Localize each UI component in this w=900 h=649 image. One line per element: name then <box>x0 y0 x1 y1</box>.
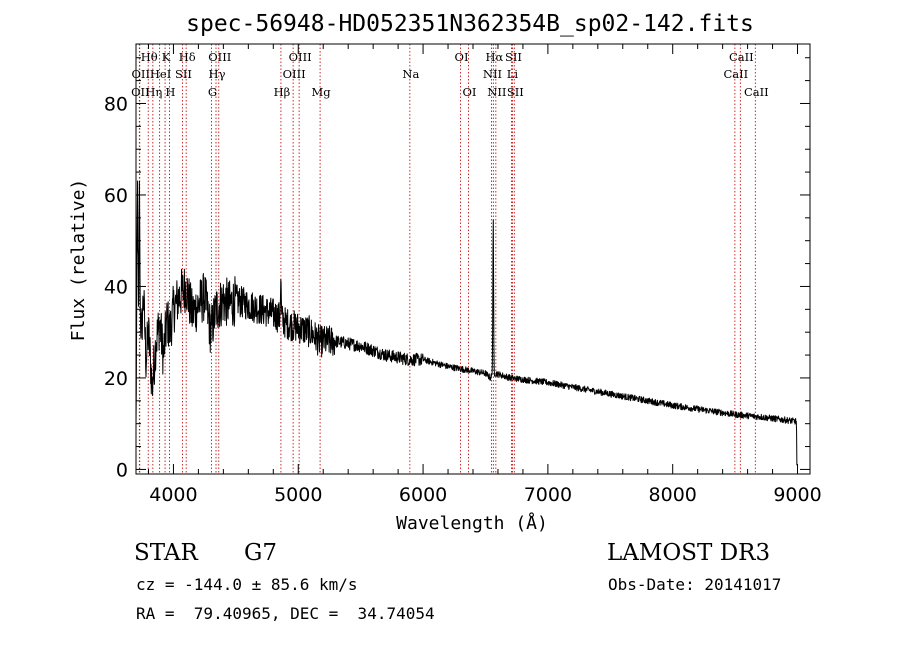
line-label-24: SII <box>507 85 524 99</box>
object-class: STAR <box>134 540 198 566</box>
line-label-15: Mg <box>312 85 332 99</box>
line-label-25: CaII <box>723 67 748 81</box>
line-label-19: NII <box>483 67 502 81</box>
line-label-27: CaII <box>744 85 769 99</box>
y-tick-label: 80 <box>104 93 128 115</box>
x-tick-label: 9000 <box>773 484 821 506</box>
y-axis-label: Flux (relative) <box>68 179 89 342</box>
line-label-11: OIII <box>208 50 231 64</box>
y-tick-label: 60 <box>104 185 128 207</box>
y-tick-label: 0 <box>116 459 128 481</box>
line-label-14: OIII <box>289 50 312 64</box>
line-label-9: G <box>208 85 217 99</box>
y-tick-label: 40 <box>104 276 128 298</box>
x-axis-label: Wavelength (Å) <box>396 512 548 534</box>
line-label-16: Na <box>402 67 419 81</box>
chart-title: spec-56948-HD052351N362354B_sp02-142.fit… <box>186 11 754 37</box>
redshift-value: cz = -144.0 ± 85.6 km/s <box>136 575 358 594</box>
line-label-1: OII <box>131 67 150 81</box>
line-label-17: OI <box>455 50 469 64</box>
line-label-26: CaII <box>729 50 754 64</box>
line-label-10: Hγ <box>209 67 226 81</box>
x-tick-label: 5000 <box>274 484 322 506</box>
line-label-2: Hθ <box>141 50 158 64</box>
x-tick-label: 7000 <box>524 484 572 506</box>
spectral-line-labels: OIIOIIHθHηHeIKHSIIHδGHγOIIIHβOIIIOIIIMgN… <box>131 50 769 99</box>
line-label-21: NII <box>487 85 506 99</box>
line-label-6: H <box>165 85 175 99</box>
line-label-8: Hδ <box>179 50 196 64</box>
line-label-22: Li <box>507 67 519 81</box>
spectrum-line <box>135 180 798 466</box>
line-label-23: SII <box>505 50 522 64</box>
x-tick-label: 6000 <box>399 484 447 506</box>
x-axis-ticks: 4000 5000 6000 7000 8000 9000 <box>147 44 822 506</box>
y-axis-ticks: 0 20 40 60 80 <box>104 57 810 481</box>
line-label-7: SII <box>175 67 192 81</box>
x-tick-label: 4000 <box>149 484 197 506</box>
x-tick-label: 8000 <box>649 484 697 506</box>
coordinates: RA = 79.40965, DEC = 34.74054 <box>136 604 435 623</box>
object-subclass: G7 <box>244 540 278 566</box>
line-label-12: Hβ <box>274 85 291 99</box>
plot-frame <box>135 43 811 475</box>
line-label-18: OI <box>463 85 477 99</box>
line-label-5: K <box>162 50 171 64</box>
line-label-4: HeI <box>150 67 171 81</box>
line-label-13: OIII <box>283 67 306 81</box>
y-tick-label: 20 <box>104 368 128 390</box>
line-label-20: Hα <box>485 50 503 64</box>
observation-date: Obs-Date: 20141017 <box>608 575 782 594</box>
spectral-line-markers <box>138 44 756 474</box>
survey-name: LAMOST DR3 <box>607 540 771 566</box>
line-label-3: Hη <box>145 85 162 99</box>
